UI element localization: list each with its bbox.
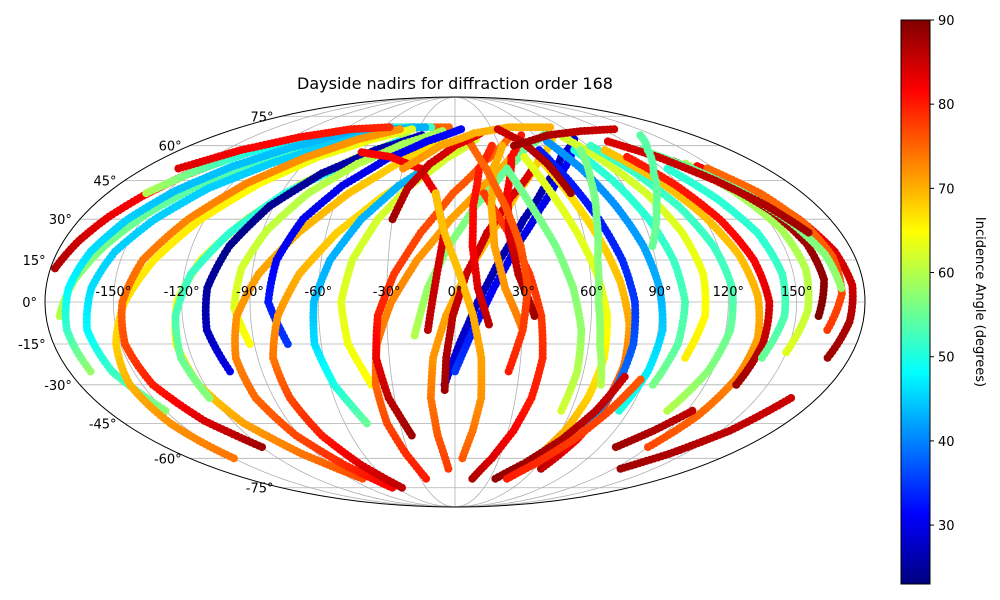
nadir-point [487,141,496,150]
colorbar-tick-label: 60 [938,267,955,282]
nadir-point [480,189,488,198]
chart-title: Dayside nadirs for diffraction order 168 [297,74,613,93]
nadir-point [576,146,585,155]
lon-tick-label: 120° [713,285,744,300]
colorbar-tick-label: 30 [938,519,955,534]
lat-tick-label: -30° [44,379,72,394]
lat-tick-label: 45° [94,175,117,190]
lat-tick-label: -60° [154,452,182,467]
lon-tick-label: -30° [373,285,401,300]
lon-tick-label: -90° [236,285,264,300]
nadir-point [603,137,612,146]
nadir-point [546,123,555,132]
nadir-point [395,125,404,134]
lat-tick-label: 60° [159,140,182,155]
lon-tick-label: -150° [95,285,131,300]
lat-tick-label: 75° [250,110,273,125]
nadir-point [457,125,466,134]
lon-tick-label: 0° [448,285,463,300]
data-points [51,123,857,492]
nadir-point [421,123,430,132]
lon-tick-label: 90° [648,285,671,300]
nadir-point [408,125,417,134]
colorbar-tick-label: 80 [938,98,955,113]
nadir-point [520,152,529,161]
lat-tick-label: 30° [49,213,72,228]
lon-tick-label: -120° [164,285,200,300]
nadir-point [357,148,366,157]
lon-tick-label: -60° [304,285,332,300]
nadir-point [431,189,440,198]
colorbar-tick-label: 90 [938,14,955,29]
lat-tick-label: 15° [23,254,46,269]
nadir-point [600,146,609,155]
nadir-point [636,375,645,384]
colorbar-tick-label: 40 [938,435,955,450]
colorbar: 30 40 50 60 70 80 90 Incidence Angle (degrees) [900,14,987,585]
nadir-point [586,141,595,150]
nadir-point [620,372,629,381]
nadir-point [498,141,507,150]
nadir-point [427,123,436,132]
lon-tick-label: 30° [512,285,535,300]
colorbar-label: Incidence Angle (degrees) [972,217,987,387]
nadir-point [385,123,394,132]
nadir-point [610,125,619,134]
lat-tick-label: -45° [89,417,117,432]
lon-tick-label: 150° [781,285,812,300]
nadir-point [502,164,511,173]
lon-tick-label: 60° [580,285,603,300]
colorbar-ticks: 30 40 50 60 70 80 90 [930,14,955,534]
nadir-point [636,131,645,140]
nadir-point [688,406,697,415]
nadir-point [623,152,632,161]
nadir-point [493,125,502,134]
colorbar-tick-label: 50 [938,351,955,366]
lat-tick-label: -75° [246,482,274,497]
lat-tick-label: 0° [22,296,37,311]
colorbar-gradient [900,19,931,585]
lat-tick-label: -15° [18,338,46,353]
nadir-point [787,394,796,402]
colorbar-tick-label: 70 [938,182,955,197]
